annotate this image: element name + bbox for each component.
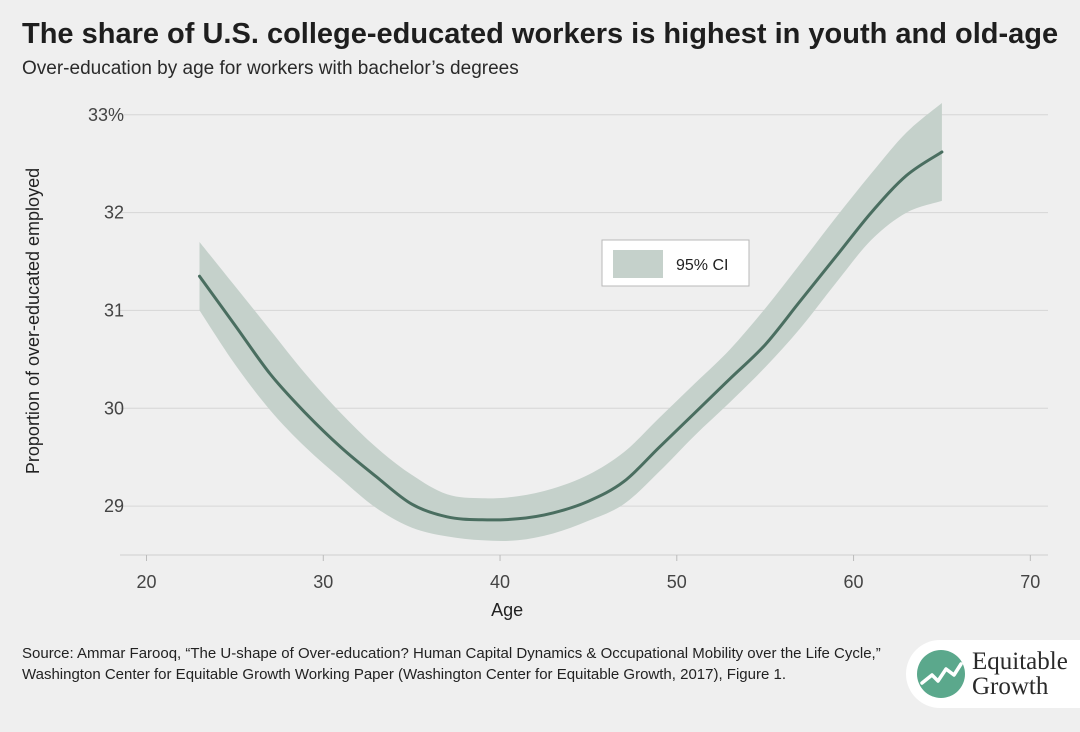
logo-line-1: Equitable	[972, 648, 1068, 675]
source-note: Source: Ammar Farooq, “The U-shape of Ov…	[22, 645, 881, 683]
x-tick-label: 30	[313, 572, 333, 592]
y-tick-label: 30	[104, 398, 124, 418]
y-tick-label: 32	[104, 203, 124, 223]
ci-band	[199, 103, 942, 542]
x-axis-label: Age	[491, 600, 523, 620]
x-tick-label: 50	[667, 572, 687, 592]
y-tick-label: 29	[104, 496, 124, 516]
legend-swatch	[613, 250, 663, 278]
logo-line-2: Growth	[972, 673, 1049, 700]
estimate-line	[198, 150, 944, 522]
y-axis-label: Proportion of over-educated employed	[23, 168, 43, 474]
y-tick-label: 31	[104, 300, 124, 320]
x-tick-label: 20	[136, 572, 156, 592]
x-tick-label: 40	[490, 572, 510, 592]
legend-box	[601, 239, 750, 287]
x-tick-label: 60	[844, 572, 864, 592]
y-tick-label: 33%	[88, 105, 124, 125]
chart-subtitle: Over-education by age for workers with b…	[22, 58, 519, 79]
chart-title: The share of U.S. college-educated worke…	[22, 18, 1059, 50]
equitable-growth-logo: Equitable Growth	[906, 640, 1080, 708]
logo-wordmark: Equitable Growth	[972, 649, 1068, 699]
legend-label: 95% CI	[676, 257, 728, 274]
growth-chart-icon	[917, 650, 965, 698]
line-chart: 29 30 31 32 33% 20 30 40 50 60 70 Age Proportion of …	[23, 103, 1048, 620]
x-tick-label: 70	[1020, 572, 1040, 592]
